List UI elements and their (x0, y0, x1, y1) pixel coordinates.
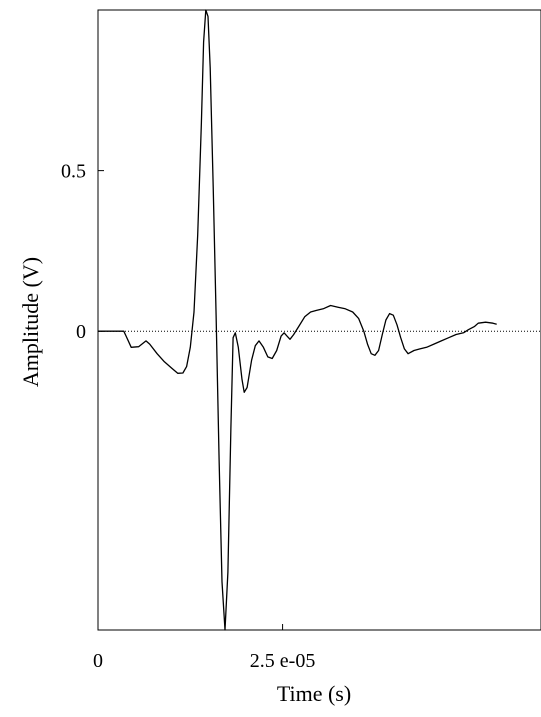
y-tick-label: 0 (76, 321, 86, 343)
x-tick-label: 0 (93, 650, 103, 672)
plot-frame (97, 9, 541, 631)
y-tick-label: 0.5 (61, 161, 86, 183)
series-line (98, 9, 497, 631)
x-tick-label: 2.5 e-05 (250, 650, 316, 672)
y-axis-title: Amplitude (V) (18, 257, 43, 387)
x-axis-ticks: 0 2.5 e-05 (93, 624, 315, 672)
x-axis-title: Time (s) (277, 681, 351, 706)
